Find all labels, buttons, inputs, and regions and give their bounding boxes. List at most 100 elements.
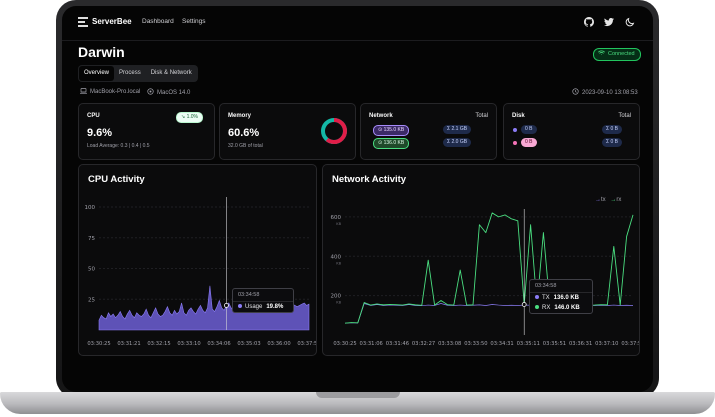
menu-icon[interactable] [78, 17, 88, 27]
net-x-tick: 03:35:51 [543, 341, 566, 347]
disk-write-value: 0 B [525, 139, 533, 145]
network-tooltip-tx-label: TX [542, 295, 550, 301]
network-total-label: Total [475, 113, 488, 119]
twitter-icon[interactable] [604, 17, 614, 27]
network-tooltip-time: 03:34:58 [530, 280, 592, 293]
sum-icon: Σ [447, 126, 451, 132]
tab-bar: Overview Process Disk & Network [78, 65, 198, 82]
server-name: Darwin [78, 44, 125, 60]
upload-icon: ⊙ [378, 127, 383, 133]
net-hover-point [521, 302, 527, 307]
sum-icon: Σ [606, 139, 610, 145]
disk-total-label: Total [618, 113, 631, 119]
cpu-activity-panel: CPU Activity 25 50 75 100 03:30:25 03:31:21 03… [78, 164, 317, 356]
cpu-x-tick: 03:37:50 [297, 341, 316, 347]
cpu-x-tick: 03:36:00 [267, 341, 290, 347]
network-card[interactable]: Network Total ⊙ 135.0 KB ⊙ 136.0 KB Σ 2.… [360, 103, 497, 160]
legend-rx-marker: → [610, 197, 617, 203]
github-icon[interactable] [584, 17, 594, 27]
net-x-tick: 03:33:08 [438, 341, 461, 347]
laptop-base [0, 392, 715, 414]
net-y-tick: 200 [331, 294, 342, 300]
network-tooltip-tx-value: 136.0 KB [553, 295, 580, 301]
disk-read-total: 0 B [610, 126, 618, 132]
hostname-text: MacBook-Pro.local [90, 89, 141, 95]
cpu-x-tick: 03:33:10 [177, 341, 200, 347]
net-x-tick: 03:30:25 [333, 341, 356, 347]
memory-card[interactable]: Memory 60.6% 32.0 GB of total [219, 103, 356, 160]
network-tx-value: 135.0 KB [383, 127, 405, 133]
disk-read-chip: 0 B [521, 125, 537, 134]
disk-label: Disk [512, 113, 525, 119]
net-y-tick: 400 [331, 254, 342, 260]
sum-icon: Σ [447, 139, 451, 145]
cpu-tooltip-time: 03:34:58 [233, 289, 293, 302]
nav-settings[interactable]: Settings [182, 18, 206, 25]
net-x-tick: 03:33:50 [464, 341, 487, 347]
net-y-unit: KB [336, 261, 341, 265]
cpu-y-tick: 75 [88, 236, 95, 242]
network-activity-panel: Network Activity →tx →rx 200 KB 400 KB 600 KB… [322, 164, 640, 356]
os-text: MacOS 14.0 [157, 90, 191, 96]
cpu-tooltip-label: Usage [245, 304, 263, 310]
clock-icon [572, 88, 579, 95]
top-bar: ServerBee Dashboard Settings [62, 6, 653, 41]
cpu-tooltip-value: 19.8% [266, 304, 284, 310]
network-rx-value: 136.0 KB [383, 140, 405, 146]
net-x-tick: 03:36:31 [569, 341, 592, 347]
cpu-activity-title: CPU Activity [88, 174, 145, 185]
net-x-tick: 03:31:06 [360, 341, 383, 347]
moon-icon[interactable] [625, 17, 635, 27]
disk-read-total-chip: Σ 0 B [602, 125, 622, 134]
network-rx-chip: ⊙ 136.0 KB [373, 138, 410, 149]
network-tx-total: 2.1 GB [451, 126, 468, 132]
legend-rx: rx [616, 197, 622, 203]
datetime-info: 2023-09-10 13:08:53 [572, 88, 638, 96]
legend-tx: tx [601, 197, 606, 203]
network-rx-total: 2.0 GB [451, 139, 468, 145]
memory-total: 32.0 GB of total [228, 143, 263, 149]
memory-value: 60.6% [228, 127, 260, 139]
cpu-tooltip: 03:34:58 Usage 19.8% [232, 288, 294, 313]
cpu-x-tick: 03:32:15 [147, 341, 170, 347]
laptop-notch [316, 392, 400, 398]
cpu-x-tick: 03:31:21 [117, 341, 140, 347]
net-y-tick: 600 [331, 215, 342, 221]
net-x-tick: 03:34:31 [490, 341, 513, 347]
memory-donut-chart [321, 118, 347, 144]
net-x-tick: 03:37:10 [595, 341, 618, 347]
brand-logo[interactable]: ServerBee [92, 17, 132, 26]
net-y-unit: KB [336, 222, 341, 226]
sum-icon: Σ [606, 126, 610, 132]
network-rx-total-chip: Σ 2.0 GB [443, 138, 472, 147]
usage-swatch [238, 304, 242, 308]
tab-process[interactable]: Process [119, 70, 141, 76]
disk-write-total-chip: Σ 0 B [602, 138, 622, 147]
tab-overview[interactable]: Overview [79, 66, 115, 81]
cpu-hover-point [224, 302, 229, 308]
network-tx-chip: ⊙ 135.0 KB [373, 125, 410, 136]
cpu-x-tick: 03:35:03 [237, 341, 260, 347]
disk-read-value: 0 B [525, 126, 533, 132]
tx-swatch [535, 295, 539, 299]
tab-disk-network[interactable]: Disk & Network [150, 70, 192, 76]
cpu-x-tick: 03:34:06 [207, 341, 230, 347]
rx-swatch [535, 305, 539, 309]
cpu-card[interactable]: CPU ↘ 1.0% 9.6% Load Average: 0.3 | 0.4 … [78, 103, 215, 160]
cpu-activity-chart[interactable]: 25 50 75 100 03:30:25 03:31:21 03:32:15 03:33:1… [79, 165, 316, 355]
net-x-tick: 03:35:11 [517, 341, 540, 347]
cpu-value: 9.6% [87, 127, 113, 139]
cpu-label: CPU [87, 113, 100, 119]
legend-tx-marker: → [595, 197, 601, 203]
cpu-x-tick: 03:30:25 [87, 341, 110, 347]
memory-label: Memory [228, 113, 252, 119]
net-x-tick: 03:31:46 [386, 341, 409, 347]
nav-dashboard[interactable]: Dashboard [142, 18, 174, 25]
hostname-info: MacBook-Pro.local [80, 88, 140, 95]
trend-down-icon: ↘ [181, 114, 186, 120]
cpu-change-badge: ↘ 1.0% [176, 112, 203, 123]
disk-card[interactable]: Disk Total 0 B 0 B Σ 0 B Σ 0 B [503, 103, 640, 160]
cpu-y-tick: 50 [88, 267, 95, 273]
download-icon: ⊙ [378, 140, 383, 146]
